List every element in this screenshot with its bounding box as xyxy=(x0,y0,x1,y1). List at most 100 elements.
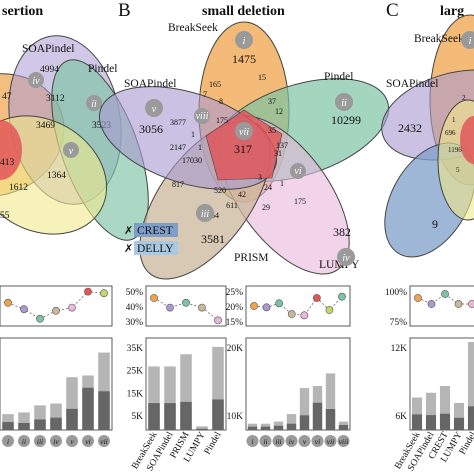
bar xyxy=(411,414,423,430)
bar xyxy=(98,391,110,430)
data-point xyxy=(198,303,206,312)
venn-b-count: 137 xyxy=(276,141,288,150)
venn-b-count-ii: 10299 xyxy=(331,113,361,127)
roman-badge xyxy=(28,72,44,88)
roman-badge xyxy=(290,163,306,179)
x-tick-label: vii xyxy=(327,437,335,446)
venn-b-count: 520 xyxy=(214,186,226,195)
venn-a-label-soapindel: SOAPindel xyxy=(22,43,74,55)
y-tick-label: 100% xyxy=(385,288,407,298)
bar xyxy=(66,377,78,430)
y-tick-label: 40% xyxy=(126,303,144,313)
roman-badge xyxy=(324,435,337,447)
bar xyxy=(286,414,297,430)
venn-c-core xyxy=(460,116,474,164)
y-tick-label: 12K xyxy=(391,344,408,354)
venn-b-count-iv: 382 xyxy=(333,225,351,239)
venn-a-count: 1612 xyxy=(9,183,28,193)
roman-badge xyxy=(235,122,253,140)
bar xyxy=(66,408,78,430)
venn-b-count: 29 xyxy=(262,203,270,212)
panel-c-line-chart: 100% 75% xyxy=(385,285,474,328)
roman-label: viii xyxy=(196,111,209,122)
y-tick-label: 6K xyxy=(395,412,407,422)
data-point xyxy=(214,316,222,325)
venn-a-count: 3469 xyxy=(36,121,55,131)
x-tick-label: iv xyxy=(53,437,59,446)
x-tick-label: iii xyxy=(37,437,43,446)
venn-a-count: 1364 xyxy=(47,171,66,181)
roman-badge xyxy=(285,435,298,447)
bar xyxy=(325,409,336,430)
roman-badge xyxy=(145,99,163,117)
bar xyxy=(164,403,176,430)
venn-b-count: 1 xyxy=(280,179,284,188)
data-point xyxy=(68,303,76,312)
bar xyxy=(453,417,465,430)
y-tick-label: 15K xyxy=(127,389,144,399)
panel-b-title: small deletion xyxy=(202,4,285,19)
data-point xyxy=(166,303,174,312)
data-point xyxy=(250,302,258,310)
venn-c-count: 696 xyxy=(445,129,456,137)
bar xyxy=(299,415,310,430)
data-point xyxy=(427,300,436,308)
roman-badge xyxy=(18,435,30,447)
legend-label-crest: CREST xyxy=(137,225,173,237)
roman-label: vii xyxy=(239,127,249,138)
bar xyxy=(164,366,176,430)
x-tick-label: ii xyxy=(22,437,26,446)
bar xyxy=(247,426,258,430)
x-tick-label: v xyxy=(70,437,74,446)
bar xyxy=(260,426,271,430)
x-tick-label: iii xyxy=(275,437,281,446)
venn-b-count: 42 xyxy=(238,190,246,199)
bar xyxy=(50,403,62,430)
venn-b-count: 175 xyxy=(294,197,306,206)
venn-b-count: 175 xyxy=(216,116,228,125)
panel-a-title: sertion xyxy=(2,4,43,19)
venn-b-count: 611 xyxy=(226,201,238,210)
data-point xyxy=(454,300,463,308)
venn-b-count: 817 xyxy=(172,180,184,189)
venn-b-count: 165 xyxy=(209,80,221,89)
x-tick-label: vii xyxy=(100,437,108,446)
panel-b: B small deletion BreakSeek SOAPindel Pin… xyxy=(98,0,390,473)
venn-b-count: 3877 xyxy=(170,118,186,127)
venn-c-count: 5 xyxy=(456,166,460,174)
venn-b-count-iii: 3581 xyxy=(201,232,225,246)
panel-c: C larg BreakSeek SOAPindel 2432 2 1 696 … xyxy=(381,0,474,473)
venn-b-count: 12 xyxy=(275,107,283,116)
venn-b-count: 15 xyxy=(258,73,266,82)
x-tick-label: iv xyxy=(289,437,295,446)
venn-b-count: 17030 xyxy=(182,156,202,165)
venn-b-count-v: 3056 xyxy=(139,122,163,136)
venn-b-label-pindel: Pindel xyxy=(324,71,353,83)
bar xyxy=(2,422,14,430)
bar xyxy=(50,417,62,430)
venn-b-count: 54 xyxy=(211,211,219,220)
y-tick-label: 15% xyxy=(226,318,244,328)
roman-badge xyxy=(86,95,102,111)
x-tick-label: i xyxy=(251,437,253,446)
roman-badge xyxy=(335,93,353,111)
venn-b-count: 3 xyxy=(258,173,262,182)
roman-badge xyxy=(63,142,79,158)
roman-badge xyxy=(246,435,259,447)
bar xyxy=(212,346,224,430)
venn-a-label-pindel: Pindel xyxy=(88,63,117,75)
bar xyxy=(467,406,474,430)
panel-c-title: larg xyxy=(440,4,464,19)
data-point xyxy=(262,303,271,312)
data-point xyxy=(468,300,474,308)
venn-b-count-i: 1475 xyxy=(232,52,256,66)
bar xyxy=(82,387,94,430)
venn-a-count: 413 xyxy=(0,158,15,168)
legend-label-delly: DELLY xyxy=(137,243,174,255)
venn-b-count: 37 xyxy=(268,97,276,106)
venn-b-count-vii: 317 xyxy=(234,142,252,156)
bar xyxy=(148,366,160,430)
venn-a-core xyxy=(0,120,22,180)
chart-frame xyxy=(245,337,351,431)
